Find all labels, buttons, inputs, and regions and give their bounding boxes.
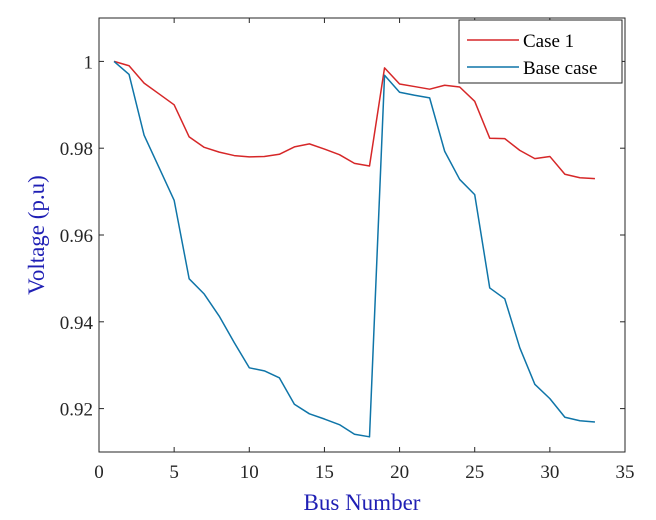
x-tick-label: 30 <box>540 462 559 483</box>
series-line-base-case <box>113 60 596 438</box>
x-tick-label: 5 <box>169 462 179 483</box>
x-tick-label: 20 <box>390 462 409 483</box>
x-axis-ticks: 0 5 10 15 20 25 30 35 <box>94 18 635 483</box>
legend-label-case-1: Case 1 <box>523 31 574 52</box>
legend-label-base-case: Base case <box>523 58 597 79</box>
legend-box <box>458 19 623 84</box>
series-line-case-1 <box>113 60 595 180</box>
x-tick-label: 35 <box>616 462 635 483</box>
series-layer <box>113 60 596 438</box>
x-tick-label: 25 <box>465 462 484 483</box>
legend: Case 1 Base case <box>458 19 623 84</box>
x-axis-label: Bus Number <box>304 490 421 515</box>
x-tick-label: 10 <box>240 462 259 483</box>
plot-area <box>98 17 626 453</box>
y-axis-ticks: 0.92 0.94 0.96 0.98 1 <box>60 52 625 421</box>
y-tick-label: 0.96 <box>60 226 93 247</box>
y-tick-label: 0.92 <box>60 400 93 421</box>
y-tick-label: 1 <box>84 52 94 73</box>
x-tick-label: 15 <box>315 462 334 483</box>
y-tick-label: 0.94 <box>60 313 94 334</box>
y-axis-label: Voltage (p.u) <box>24 175 49 295</box>
x-tick-label: 0 <box>94 462 104 483</box>
y-tick-label: 0.98 <box>60 139 93 160</box>
